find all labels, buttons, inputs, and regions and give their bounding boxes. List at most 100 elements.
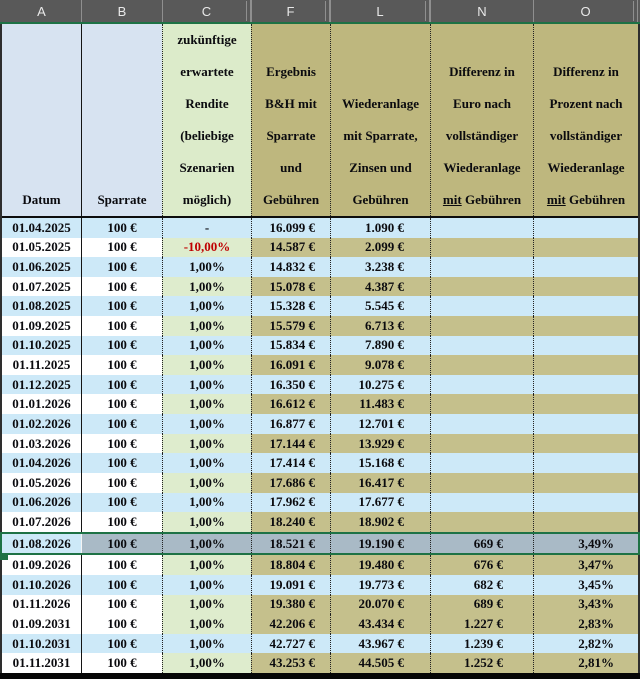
cell-L-row22[interactable]: 43.967 € xyxy=(330,633,430,654)
cell-F-row21[interactable]: 42.206 € xyxy=(251,614,330,634)
cell-O-row6[interactable] xyxy=(533,316,638,336)
cell-N-row5[interactable] xyxy=(430,296,533,317)
cell-C-row5[interactable]: 1,00% xyxy=(162,296,251,317)
cell-L-row20[interactable]: 20.070 € xyxy=(330,594,430,615)
cell-C-row22[interactable]: 1,00% xyxy=(162,633,251,654)
cell-L-row17[interactable]: 19.190 € xyxy=(330,533,430,554)
cell-N-row6[interactable] xyxy=(430,316,533,336)
cell-B-row19[interactable]: 100 € xyxy=(81,574,162,595)
cell-C-row3[interactable]: 1,00% xyxy=(162,257,251,277)
cell-F-row8[interactable]: 16.091 € xyxy=(251,355,330,375)
column-letter-B[interactable]: B xyxy=(81,0,162,22)
cell-F-row13[interactable]: 17.414 € xyxy=(251,453,330,473)
cell-C-row2[interactable]: -10,00% xyxy=(162,237,251,258)
cell-F-row2[interactable]: 14.587 € xyxy=(251,237,330,258)
cell-A-row1[interactable]: 01.04.2025 xyxy=(2,218,81,238)
fill-handle[interactable] xyxy=(0,554,8,561)
cell-O-row9[interactable] xyxy=(533,374,638,395)
cell-O-row10[interactable] xyxy=(533,394,638,415)
cell-O-row19[interactable]: 3,45% xyxy=(533,574,638,595)
cell-C-row10[interactable]: 1,00% xyxy=(162,394,251,415)
cell-F-row12[interactable]: 17.144 € xyxy=(251,433,330,454)
cell-O-row15[interactable] xyxy=(533,492,638,513)
cell-N-row22[interactable]: 1.239 € xyxy=(430,633,533,654)
cell-A-row19[interactable]: 01.10.2026 xyxy=(2,574,81,595)
cell-F-row17[interactable]: 18.521 € xyxy=(251,533,330,554)
cell-B-row15[interactable]: 100 € xyxy=(81,492,162,513)
cell-F-row15[interactable]: 17.962 € xyxy=(251,492,330,513)
cell-N-row9[interactable] xyxy=(430,374,533,395)
cell-B-row14[interactable]: 100 € xyxy=(81,472,162,493)
cell-A-row6[interactable]: 01.09.2025 xyxy=(2,316,81,336)
cell-A-row8[interactable]: 01.11.2025 xyxy=(2,355,81,375)
cell-F-row10[interactable]: 16.612 € xyxy=(251,394,330,415)
column-letter-C[interactable]: C xyxy=(162,0,251,22)
cell-C-row14[interactable]: 1,00% xyxy=(162,472,251,493)
cell-N-row19[interactable]: 682 € xyxy=(430,574,533,595)
cell-F-row19[interactable]: 19.091 € xyxy=(251,574,330,595)
column-letter-O[interactable]: O xyxy=(533,0,638,22)
header-cell-N[interactable]: Differenz in Euro nach vollständiger Wieder… xyxy=(430,24,533,216)
header-cell-A[interactable]: Datum xyxy=(2,24,81,216)
cell-B-row21[interactable]: 100 € xyxy=(81,614,162,634)
cell-B-row23[interactable]: 100 € xyxy=(81,653,162,674)
cell-C-row19[interactable]: 1,00% xyxy=(162,574,251,595)
cell-A-row23[interactable]: 01.11.2031 xyxy=(2,653,81,674)
cell-A-row15[interactable]: 01.06.2026 xyxy=(2,492,81,513)
cell-N-row21[interactable]: 1.227 € xyxy=(430,614,533,634)
cell-F-row5[interactable]: 15.328 € xyxy=(251,296,330,317)
cell-C-row18[interactable]: 1,00% xyxy=(162,555,251,575)
cell-O-row18[interactable]: 3,47% xyxy=(533,555,638,575)
cell-O-row13[interactable] xyxy=(533,453,638,473)
cell-L-row21[interactable]: 43.434 € xyxy=(330,614,430,634)
cell-B-row17[interactable]: 100 € xyxy=(81,533,162,554)
cell-L-row19[interactable]: 19.773 € xyxy=(330,574,430,595)
cell-C-row4[interactable]: 1,00% xyxy=(162,276,251,297)
cell-B-row20[interactable]: 100 € xyxy=(81,594,162,615)
cell-N-row18[interactable]: 676 € xyxy=(430,555,533,575)
cell-B-row10[interactable]: 100 € xyxy=(81,394,162,415)
column-letter-N[interactable]: N xyxy=(430,0,533,22)
cell-F-row22[interactable]: 42.727 € xyxy=(251,633,330,654)
cell-B-row6[interactable]: 100 € xyxy=(81,316,162,336)
cell-N-row20[interactable]: 689 € xyxy=(430,594,533,615)
cell-B-row3[interactable]: 100 € xyxy=(81,257,162,277)
cell-A-row14[interactable]: 01.05.2026 xyxy=(2,472,81,493)
cell-N-row16[interactable] xyxy=(430,512,533,532)
cell-B-row11[interactable]: 100 € xyxy=(81,414,162,434)
cell-F-row18[interactable]: 18.804 € xyxy=(251,555,330,575)
cell-N-row3[interactable] xyxy=(430,257,533,277)
cell-F-row7[interactable]: 15.834 € xyxy=(251,335,330,356)
cell-L-row13[interactable]: 15.168 € xyxy=(330,453,430,473)
cell-B-row12[interactable]: 100 € xyxy=(81,433,162,454)
cell-L-row10[interactable]: 11.483 € xyxy=(330,394,430,415)
cell-F-row23[interactable]: 43.253 € xyxy=(251,653,330,674)
cell-C-row11[interactable]: 1,00% xyxy=(162,414,251,434)
cell-N-row13[interactable] xyxy=(430,453,533,473)
column-letter-A[interactable]: A xyxy=(37,3,46,19)
cell-N-row14[interactable] xyxy=(430,472,533,493)
cell-F-row11[interactable]: 16.877 € xyxy=(251,414,330,434)
cell-L-row16[interactable]: 18.902 € xyxy=(330,512,430,532)
cell-O-row8[interactable] xyxy=(533,355,638,375)
cell-C-row12[interactable]: 1,00% xyxy=(162,433,251,454)
cell-A-row22[interactable]: 01.10.2031 xyxy=(2,633,81,654)
cell-A-row11[interactable]: 01.02.2026 xyxy=(2,414,81,434)
cell-L-row15[interactable]: 17.677 € xyxy=(330,492,430,513)
cell-C-row9[interactable]: 1,00% xyxy=(162,374,251,395)
cell-C-row1[interactable]: - xyxy=(162,218,251,238)
cell-A-row18[interactable]: 01.09.2026 xyxy=(2,555,81,575)
cell-B-row7[interactable]: 100 € xyxy=(81,335,162,356)
cell-O-row5[interactable] xyxy=(533,296,638,317)
cell-N-row2[interactable] xyxy=(430,237,533,258)
cell-A-row16[interactable]: 01.07.2026 xyxy=(2,512,81,532)
cell-F-row3[interactable]: 14.832 € xyxy=(251,257,330,277)
cell-N-row7[interactable] xyxy=(430,335,533,356)
cell-L-row6[interactable]: 6.713 € xyxy=(330,316,430,336)
cell-L-row3[interactable]: 3.238 € xyxy=(330,257,430,277)
cell-C-row8[interactable]: 1,00% xyxy=(162,355,251,375)
cell-C-row15[interactable]: 1,00% xyxy=(162,492,251,513)
cell-A-row9[interactable]: 01.12.2025 xyxy=(2,374,81,395)
cell-B-row8[interactable]: 100 € xyxy=(81,355,162,375)
cell-C-row23[interactable]: 1,00% xyxy=(162,653,251,674)
